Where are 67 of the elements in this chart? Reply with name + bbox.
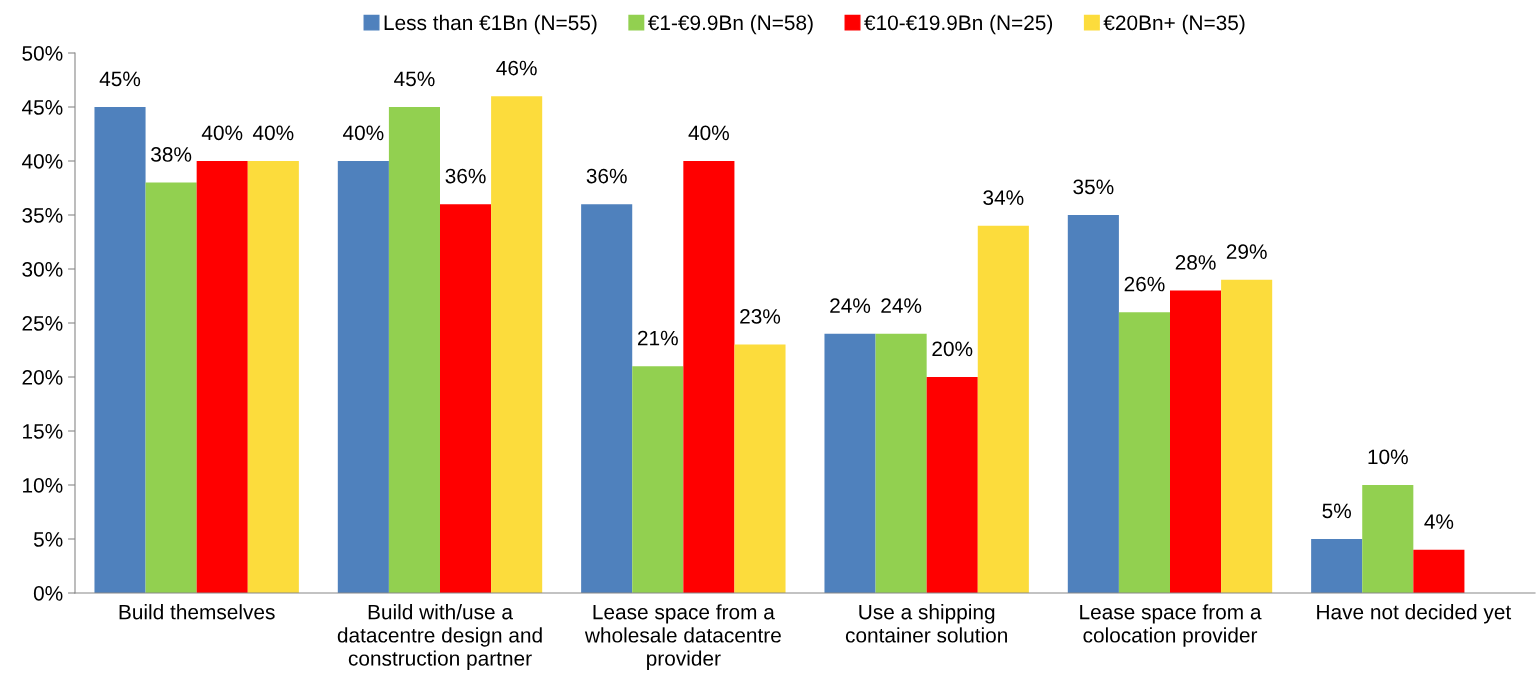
data-label: 28%: [1175, 255, 1216, 270]
x-tick-label: Build with/use a datacentre design and construction partner: [337, 604, 542, 670]
bar: [247, 161, 299, 593]
y-tick-label: 20%: [22, 370, 63, 385]
y-tick-label: 0%: [33, 586, 63, 601]
data-label: 45%: [394, 71, 435, 87]
legend-label: Less than €1Bn (N=55): [384, 14, 597, 35]
legend-label: €1-€9.9Bn (N=58): [647, 14, 813, 35]
data-label: 46%: [496, 60, 537, 76]
bar: [196, 161, 248, 593]
x-tick-label: Lease space from a colocation provider: [1080, 604, 1262, 647]
x-tick-label: Build themselves: [119, 604, 275, 620]
bar: [734, 344, 786, 593]
data-label: 10%: [1368, 449, 1408, 465]
data-label: 35%: [1073, 179, 1114, 195]
bar: [1311, 539, 1363, 593]
data-label: 45%: [99, 71, 141, 87]
bar: [824, 333, 876, 593]
y-tick-label: 5%: [33, 532, 63, 547]
data-label: 24%: [830, 298, 871, 313]
bar: [1067, 215, 1119, 593]
y-tick-label: 30%: [22, 262, 63, 277]
bar: [1118, 312, 1170, 593]
y-tick-label: 10%: [23, 478, 63, 493]
x-tick-label: Have not decided yet: [1317, 604, 1512, 624]
data-label: 26%: [1124, 276, 1165, 292]
bar: [1170, 290, 1222, 593]
bar: [1362, 485, 1414, 593]
legend-label: €20Bn+ (N=35): [1103, 14, 1245, 35]
data-label: 40%: [252, 125, 294, 141]
data-label: 20%: [932, 341, 973, 357]
data-label: 24%: [881, 298, 922, 313]
data-label: 40%: [688, 125, 729, 141]
x-tick-label: Lease space from a wholesale datacentre provider: [584, 604, 781, 670]
bar: [337, 161, 389, 593]
bar: [632, 366, 684, 593]
bar: [683, 161, 735, 593]
y-tick-label: 15%: [23, 424, 63, 439]
y-tick-label: 35%: [22, 208, 63, 223]
data-label: 29%: [1226, 244, 1267, 260]
y-tick-label: 45%: [21, 100, 63, 115]
data-label: 40%: [201, 125, 243, 141]
bar: [926, 377, 978, 593]
bar: [1413, 549, 1465, 593]
data-label: 36%: [445, 168, 486, 184]
bar: [145, 182, 197, 593]
data-label: 34%: [983, 190, 1024, 206]
data-label: 36%: [586, 168, 627, 184]
data-label: 4%: [1424, 514, 1454, 529]
y-tick-label: 40%: [21, 154, 63, 169]
data-label: 40%: [342, 125, 384, 141]
data-label: 21%: [637, 330, 678, 346]
x-tick-label: Use a shipping container solution: [845, 604, 1007, 643]
y-tick-label: 50%: [22, 46, 63, 61]
bar: [875, 333, 927, 593]
bar: [977, 225, 1029, 593]
data-label: 5%: [1322, 503, 1351, 519]
bar: [581, 204, 633, 593]
legend-label: €10-€19.9Bn (N=25): [864, 14, 1053, 35]
data-label: 23%: [740, 309, 781, 324]
data-label: 38%: [151, 147, 192, 162]
bar: [388, 107, 440, 593]
bar: [491, 96, 543, 593]
y-tick-label: 25%: [22, 316, 63, 331]
bar: [440, 204, 492, 593]
bar: [94, 107, 146, 593]
bar: [1221, 279, 1273, 593]
